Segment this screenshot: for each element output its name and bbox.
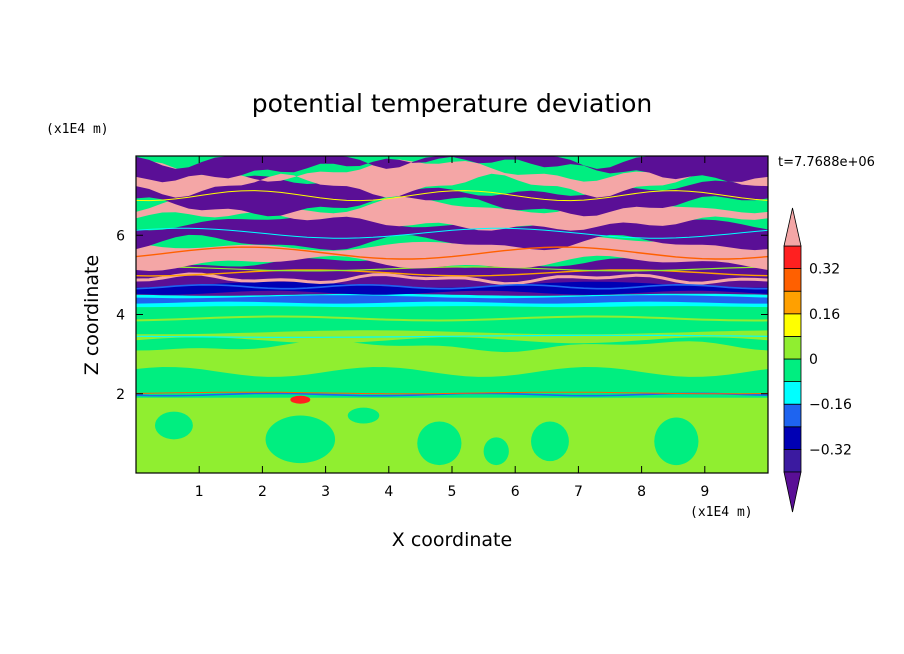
- pink-streak: [136, 272, 768, 286]
- x-tick-label: 3: [321, 484, 330, 500]
- colorbar-segment: [783, 381, 802, 405]
- time-label: t=7.7688e+06: [778, 155, 875, 170]
- mid-streak: [136, 315, 768, 322]
- x-tick-label: 4: [384, 484, 393, 500]
- cyan-edge: [136, 227, 768, 239]
- y-tick-label: 6: [116, 228, 125, 244]
- x-tick-label: 2: [258, 484, 267, 500]
- colorbar-segment: [783, 403, 802, 428]
- green-cell: [417, 421, 462, 466]
- colorbar-label: 0: [809, 352, 818, 368]
- colorbar-segment: [783, 426, 802, 450]
- x-tick-label: 7: [574, 484, 583, 500]
- colorbar-segment: [783, 245, 802, 270]
- purple-layer: [136, 156, 768, 183]
- x-tick-label: 5: [448, 484, 457, 500]
- orange-edge: [136, 246, 768, 260]
- y-tick-label: 4: [116, 308, 125, 324]
- blue-streak: [136, 283, 768, 290]
- orange-streak: [136, 391, 768, 395]
- green-cell: [154, 411, 193, 440]
- red-spot: [290, 395, 311, 404]
- y-tick-label: 2: [116, 387, 125, 403]
- colorbar-segment: [783, 335, 802, 360]
- colorbar: 0.32 0.16 0 −0.16 −0.32: [783, 207, 852, 513]
- cyan-streak: [136, 334, 768, 338]
- green-cell: [483, 437, 509, 466]
- x-axis: 1 2 3 4 5 6 7 8 9: [195, 156, 709, 500]
- pink-layer: [136, 235, 768, 271]
- x-unit-label: (x1E4 m): [690, 505, 753, 520]
- y-unit-label: (x1E4 m): [46, 122, 109, 137]
- colorbar-label: −0.32: [809, 442, 852, 458]
- colorbar-segment: [783, 313, 802, 337]
- colorbar-segment: [783, 358, 802, 383]
- green-cell: [654, 417, 699, 466]
- x-tick-label: 9: [700, 484, 709, 500]
- mid-patch: [136, 340, 768, 377]
- yellow-edge: [136, 190, 768, 202]
- colorbar-segment: [783, 448, 802, 473]
- pink-layer: [136, 159, 768, 198]
- x-tick-label: 8: [637, 484, 646, 500]
- green-cell: [347, 407, 380, 424]
- colorbar-segment: [783, 268, 802, 292]
- heatmap-field: [136, 156, 768, 473]
- y-axis-label: Z coordinate: [81, 255, 103, 375]
- colorbar-label: −0.16: [809, 397, 852, 413]
- colorbar-label: 0.32: [809, 262, 840, 278]
- colorbar-label: 0.16: [809, 307, 840, 323]
- yellowgreen-streak: [136, 266, 768, 272]
- x-tick-label: 1: [195, 484, 204, 500]
- x-axis-label: X coordinate: [392, 529, 512, 551]
- blue-band: [136, 295, 768, 304]
- green-cell: [531, 421, 569, 462]
- colorbar-segment: [783, 290, 802, 315]
- y-axis: 2 4 6: [116, 228, 768, 403]
- colorbar-extend-top: [783, 207, 802, 247]
- chart-title: potential temperature deviation: [252, 89, 652, 118]
- purple-layer: [136, 175, 768, 217]
- x-tick-label: 6: [511, 484, 520, 500]
- colorbar-extend-bottom: [783, 471, 802, 513]
- green-cell: [265, 415, 336, 464]
